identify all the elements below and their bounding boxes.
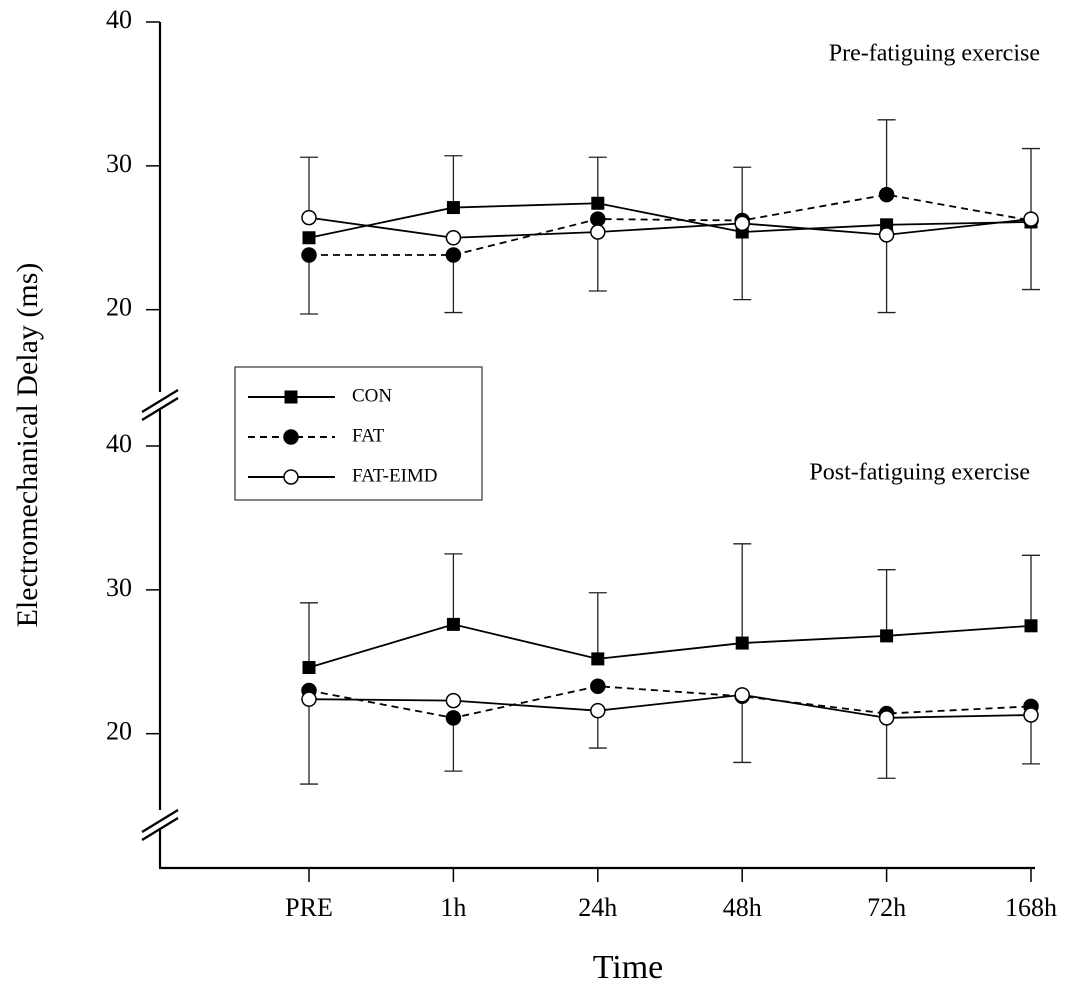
data-point bbox=[878, 186, 895, 203]
x-axis-label: Time bbox=[593, 949, 664, 986]
x-tick-label: PRE bbox=[285, 893, 333, 922]
data-point bbox=[878, 227, 895, 243]
series-line bbox=[309, 193, 1032, 256]
data-point bbox=[446, 617, 460, 631]
legend-marker bbox=[284, 390, 298, 404]
data-point bbox=[734, 687, 750, 703]
data-point bbox=[445, 230, 462, 246]
y-tick-label: 30 bbox=[106, 573, 132, 602]
error-bar bbox=[1022, 221, 1040, 291]
error-bar bbox=[1022, 554, 1040, 626]
error-bar bbox=[877, 717, 896, 779]
data-point bbox=[302, 231, 316, 245]
series-line bbox=[308, 685, 1032, 719]
data-point bbox=[1024, 619, 1038, 633]
data-point bbox=[590, 702, 606, 719]
error-bar bbox=[733, 232, 752, 301]
panel-annotation: Post-fatiguing exercise bbox=[809, 460, 1030, 486]
data-point bbox=[735, 636, 749, 650]
axis-break bbox=[141, 389, 179, 413]
error-bar bbox=[877, 234, 896, 314]
error-bar bbox=[300, 156, 318, 218]
data-point bbox=[445, 692, 462, 709]
series-line bbox=[308, 623, 1032, 669]
data-point bbox=[1023, 707, 1039, 723]
error-bar bbox=[444, 155, 463, 208]
error-bar bbox=[300, 255, 318, 315]
x-tick-label: 1h bbox=[440, 893, 466, 922]
error-bar bbox=[588, 156, 607, 204]
y-axis-label: Electromechanical Delay (ms) bbox=[11, 263, 44, 628]
data-point bbox=[445, 247, 462, 263]
error-bar bbox=[877, 119, 896, 195]
data-point bbox=[302, 661, 316, 675]
error-bar bbox=[733, 543, 752, 644]
error-bar bbox=[300, 602, 318, 668]
legend-marker bbox=[283, 429, 299, 445]
y-tick-label: 40 bbox=[106, 5, 132, 34]
data-point bbox=[301, 209, 317, 226]
legend-label: FAT-EIMD bbox=[352, 465, 438, 486]
data-point bbox=[590, 224, 606, 240]
y-tick-label: 20 bbox=[106, 717, 132, 746]
y-tick-label: 20 bbox=[106, 293, 132, 322]
data-point bbox=[301, 247, 317, 263]
x-tick-label: 72h bbox=[867, 893, 906, 922]
series-line bbox=[308, 216, 1032, 239]
error-bar bbox=[444, 717, 463, 772]
data-point bbox=[734, 215, 750, 232]
axis-break bbox=[141, 397, 179, 421]
x-tick-label: 168h bbox=[1005, 893, 1057, 922]
data-point bbox=[590, 211, 606, 227]
error-bar bbox=[588, 592, 607, 659]
error-bar bbox=[444, 255, 463, 314]
axis-break bbox=[141, 809, 179, 833]
legend-label: FAT bbox=[352, 425, 385, 446]
y-tick-label: 30 bbox=[106, 149, 132, 178]
x-tick-label: 48h bbox=[723, 893, 762, 922]
data-point bbox=[878, 710, 895, 726]
error-bar bbox=[1022, 147, 1040, 220]
series-line bbox=[308, 202, 1032, 239]
data-point bbox=[1023, 211, 1039, 227]
error-bar bbox=[877, 569, 896, 636]
data-point bbox=[591, 652, 605, 666]
data-point bbox=[301, 691, 317, 707]
error-bar bbox=[300, 699, 318, 785]
axis-break bbox=[141, 817, 179, 841]
legend-marker bbox=[283, 469, 299, 485]
data-point bbox=[880, 629, 894, 643]
data-point bbox=[446, 201, 460, 215]
error-bar bbox=[588, 232, 607, 292]
error-bar bbox=[733, 696, 752, 764]
error-bar bbox=[444, 553, 463, 625]
data-point bbox=[445, 710, 462, 726]
series-line bbox=[308, 693, 1032, 719]
data-point bbox=[591, 196, 605, 210]
x-tick-label: 24h bbox=[578, 893, 617, 922]
panel-annotation: Pre-fatiguing exercise bbox=[829, 41, 1040, 67]
data-point bbox=[590, 678, 606, 694]
y-tick-label: 40 bbox=[106, 429, 132, 458]
legend-label: CON bbox=[352, 385, 392, 406]
